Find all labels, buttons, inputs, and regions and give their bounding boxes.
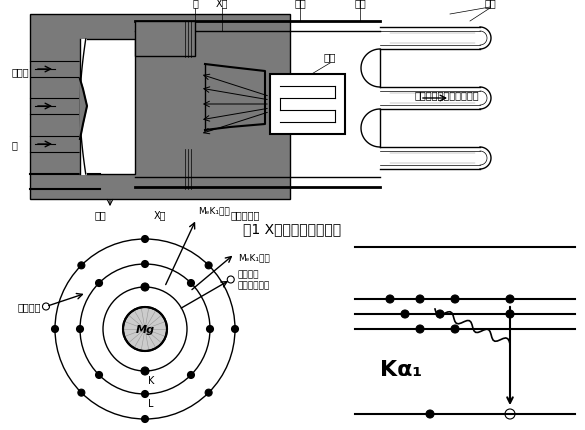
Circle shape <box>78 262 85 269</box>
Polygon shape <box>80 80 87 140</box>
Circle shape <box>142 390 149 398</box>
Text: Kα₁: Kα₁ <box>380 359 422 379</box>
Circle shape <box>426 410 434 418</box>
Text: K: K <box>148 375 154 385</box>
Text: MₑK₁光子: MₑK₁光子 <box>198 206 230 215</box>
Text: 二次电子
（真由电子）: 二次电子 （真由电子） <box>238 270 270 289</box>
Circle shape <box>416 295 424 303</box>
Circle shape <box>141 283 149 291</box>
Text: X光: X光 <box>216 0 228 8</box>
Circle shape <box>187 372 194 378</box>
Bar <box>270 75 345 135</box>
Text: 图1 X射线管剥面示意图: 图1 X射线管剥面示意图 <box>243 221 341 236</box>
Bar <box>30 15 290 200</box>
Circle shape <box>506 295 514 303</box>
Circle shape <box>78 389 85 396</box>
Bar <box>80 40 135 175</box>
Text: 电子: 电子 <box>324 52 336 62</box>
Circle shape <box>506 310 514 318</box>
Text: 靶: 靶 <box>12 140 18 150</box>
Circle shape <box>77 326 84 333</box>
Text: MₑK₁光子: MₑK₁光子 <box>239 253 270 262</box>
Text: 入射电子: 入射电子 <box>18 302 41 312</box>
Circle shape <box>205 262 212 269</box>
Circle shape <box>386 295 394 303</box>
Circle shape <box>401 310 409 318</box>
Text: L: L <box>148 398 153 408</box>
Circle shape <box>95 280 102 287</box>
Circle shape <box>436 310 444 318</box>
Circle shape <box>123 307 167 351</box>
Circle shape <box>142 415 149 423</box>
Text: 金属聚焦罩: 金属聚焦罩 <box>230 209 260 219</box>
Text: X光: X光 <box>154 209 166 219</box>
Circle shape <box>451 325 459 333</box>
Text: 铍窗: 铍窗 <box>94 209 106 219</box>
Text: 真空: 真空 <box>294 0 306 8</box>
Circle shape <box>416 325 424 333</box>
Text: 玻璃: 玻璃 <box>484 0 496 8</box>
Circle shape <box>141 367 149 375</box>
Text: 钨丝: 钨丝 <box>354 0 366 8</box>
Bar <box>135 22 195 57</box>
Circle shape <box>51 326 58 333</box>
Circle shape <box>187 280 194 287</box>
Circle shape <box>95 372 102 378</box>
Text: 冷却水: 冷却水 <box>12 67 30 77</box>
Text: Mg: Mg <box>136 324 154 334</box>
Circle shape <box>142 236 149 243</box>
Circle shape <box>207 326 214 333</box>
Text: 接灯丝变压器及高压电源: 接灯丝变压器及高压电源 <box>415 90 480 100</box>
Text: 铜: 铜 <box>192 0 198 8</box>
Circle shape <box>205 389 212 396</box>
Circle shape <box>232 326 239 333</box>
Circle shape <box>451 295 459 303</box>
Circle shape <box>142 261 149 268</box>
